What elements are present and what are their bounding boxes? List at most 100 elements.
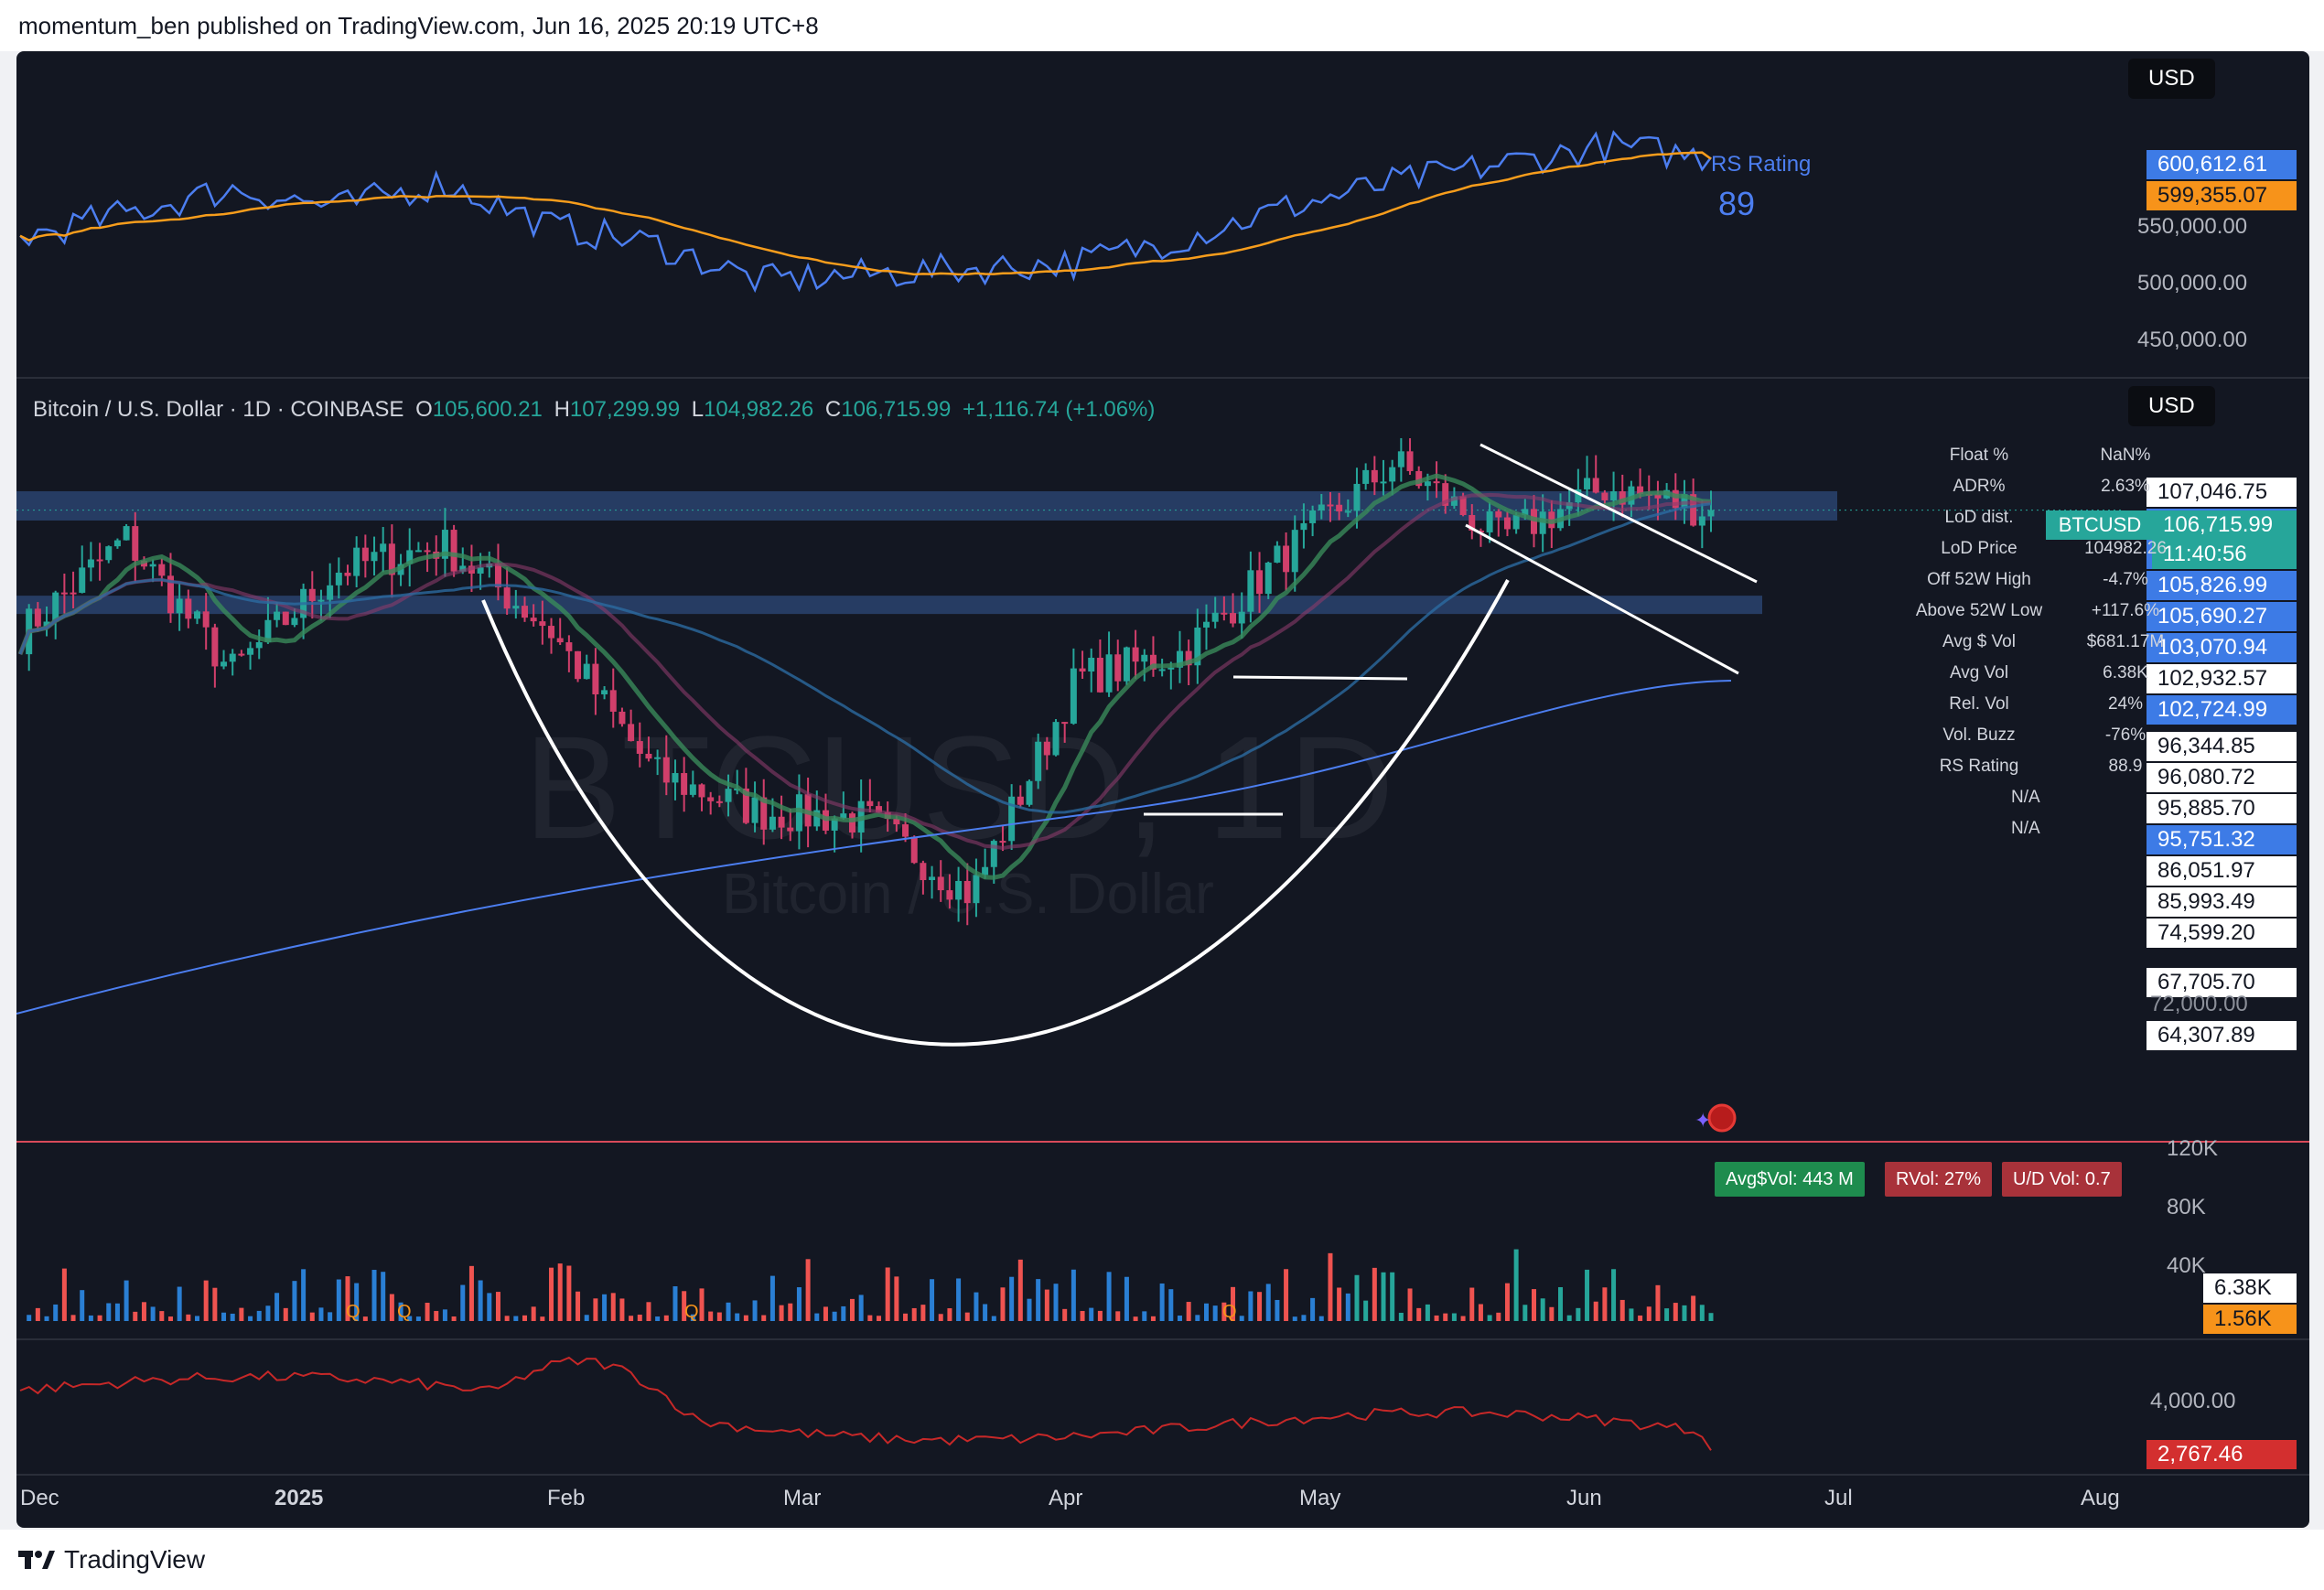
volume-bar xyxy=(124,1280,129,1321)
candle-body xyxy=(1238,611,1245,624)
volume-bar xyxy=(44,1316,49,1321)
volume-bar xyxy=(61,1268,67,1321)
candle-body xyxy=(1318,504,1325,510)
candle-body xyxy=(167,575,174,614)
volume-bar xyxy=(752,1300,758,1321)
low-label: L xyxy=(691,397,705,422)
volume-bar xyxy=(1593,1301,1598,1321)
rvol-badge: RVol: 27% xyxy=(1885,1162,1993,1197)
volume-bar xyxy=(557,1263,563,1321)
vol-tick-80k: 80K xyxy=(2167,1195,2206,1219)
stats-label: N/A xyxy=(2011,788,2040,807)
stats-value: -4.7% xyxy=(2103,570,2148,589)
sparkle-icon: ✦ xyxy=(1695,1109,1711,1132)
volume-bar xyxy=(1691,1295,1696,1321)
rs-tick-550k: 550,000.00 xyxy=(2137,214,2248,239)
candle-body xyxy=(840,813,847,819)
candle-body xyxy=(1707,510,1715,517)
candle-body xyxy=(725,789,732,802)
candle-body xyxy=(247,648,254,655)
candle-body xyxy=(920,863,927,881)
chart-frame[interactable]: BTCUSD, 1D Bitcoin / U.S. Dollar ✦ Q Q Q Q USD… xyxy=(16,51,2309,1528)
candle-body xyxy=(973,875,980,904)
footer-bar: TradingView xyxy=(0,1530,2324,1590)
volume-bar xyxy=(88,1315,93,1321)
volume-bar xyxy=(974,1292,979,1321)
candle-body xyxy=(929,876,936,881)
candle-body xyxy=(406,550,414,564)
candle-body xyxy=(1503,517,1511,530)
candle-body xyxy=(707,797,715,801)
volume-bar xyxy=(867,1315,873,1321)
volume-bar xyxy=(805,1259,811,1321)
earnings-marker: Q xyxy=(1222,1302,1237,1322)
time-label-dec: Dec xyxy=(20,1486,59,1510)
candle-body xyxy=(1088,657,1095,672)
event-flag-icon xyxy=(1707,1103,1737,1133)
watermark-symbol: BTCUSD, 1D xyxy=(523,705,1393,869)
rs-tick-500k: 500,000.00 xyxy=(2137,271,2248,295)
volume-bar xyxy=(832,1311,837,1321)
volume-bar xyxy=(584,1315,589,1321)
volume-bar xyxy=(1318,1316,1324,1321)
rs-currency-button[interactable]: USD xyxy=(2128,59,2215,99)
candle-body xyxy=(34,608,41,627)
candle-body xyxy=(778,816,785,828)
candle-body xyxy=(113,540,121,547)
volume-bar xyxy=(947,1308,952,1321)
volume-bar xyxy=(858,1295,864,1321)
candle-body xyxy=(583,663,590,680)
volume-bar xyxy=(407,1316,413,1321)
price-currency-button[interactable]: USD xyxy=(2128,386,2215,426)
volume-bar xyxy=(513,1316,519,1321)
volume-bar xyxy=(114,1303,120,1321)
candle-body xyxy=(681,773,688,795)
volume-bar xyxy=(566,1265,572,1321)
volume-bar xyxy=(389,1294,394,1321)
volume-bar xyxy=(1337,1287,1342,1321)
candle-body xyxy=(1584,478,1591,489)
volume-bar xyxy=(1566,1315,1572,1321)
candle-body xyxy=(344,572,351,576)
volume-bar xyxy=(1504,1283,1510,1321)
avg-vol-tag: 6.38K xyxy=(2203,1273,2297,1303)
volume-bar xyxy=(230,1313,235,1321)
volume-bar xyxy=(911,1307,917,1321)
candle-body xyxy=(1167,667,1175,670)
volume-bar xyxy=(381,1272,386,1321)
candle-body xyxy=(1026,780,1033,805)
candle-body xyxy=(450,530,457,572)
volume-bar xyxy=(159,1311,165,1321)
candle-body xyxy=(1690,494,1697,526)
volume-bar xyxy=(133,1311,138,1321)
candle-body xyxy=(388,543,395,575)
volume-bar xyxy=(1133,1316,1138,1321)
close-value: 106,715.99 xyxy=(841,397,952,422)
candle-body xyxy=(795,794,802,832)
candle-body xyxy=(672,773,679,783)
candle-body xyxy=(96,559,103,562)
price-axis-tag: 64,307.89 xyxy=(2146,1021,2297,1050)
candle-body xyxy=(556,638,564,643)
tradingview-logo[interactable]: TradingView xyxy=(18,1542,205,1577)
volume-bar xyxy=(186,1314,191,1321)
volume-bar xyxy=(415,1316,421,1321)
time-label-apr: Apr xyxy=(1049,1486,1083,1510)
volume-bar xyxy=(769,1275,775,1321)
volume-bar xyxy=(1265,1284,1271,1321)
rs-line xyxy=(19,130,1713,294)
volume-bar xyxy=(1168,1289,1174,1321)
volume-bar xyxy=(708,1311,714,1321)
rs-ma-value-tag: 599,355.07 xyxy=(2146,181,2297,210)
stats-label: LoD Price xyxy=(1941,539,2017,558)
high-value: 107,299.99 xyxy=(569,397,681,422)
candle-body xyxy=(1017,796,1024,805)
candle-body xyxy=(1698,516,1705,526)
volume-bar xyxy=(221,1312,227,1321)
volume-bar xyxy=(177,1286,182,1321)
candle-body xyxy=(1008,796,1016,842)
candle-body xyxy=(1291,530,1298,573)
candle-body xyxy=(79,567,86,593)
stats-label: LoD dist. xyxy=(1944,508,2014,527)
volume-bar xyxy=(203,1280,209,1321)
